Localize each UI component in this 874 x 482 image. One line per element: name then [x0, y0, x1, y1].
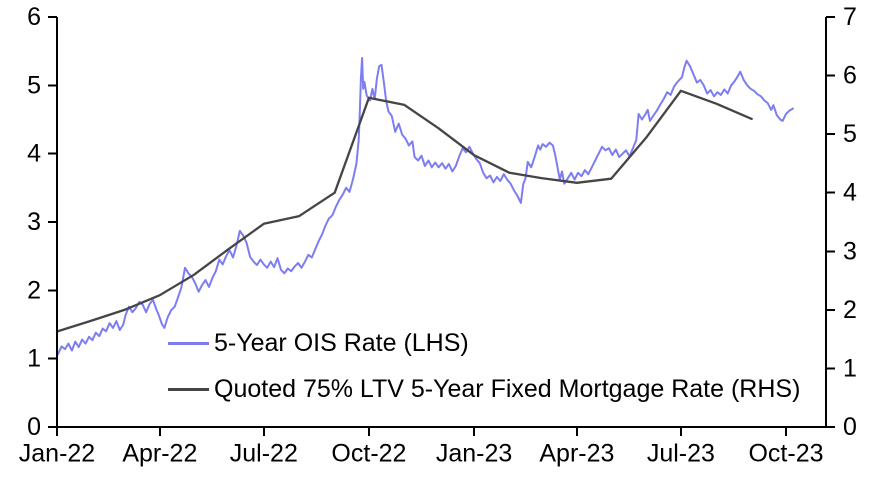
x-tick-label: Oct-22 — [331, 440, 406, 468]
y-left-tick-label: 0 — [27, 413, 41, 441]
legend-swatch-ois-line — [168, 341, 209, 345]
y-left-tick-label: 4 — [27, 140, 41, 168]
series-line-0 — [57, 57, 794, 355]
y-right-tick-label: 4 — [843, 179, 857, 207]
y-left-tick-label: 3 — [27, 208, 41, 236]
x-tick-label: Oct-23 — [748, 440, 823, 468]
x-tick-label: Jul-22 — [230, 440, 298, 468]
legend-item-ois: 5-Year OIS Rate (LHS) — [168, 320, 800, 366]
y-right-tick-label: 5 — [843, 120, 857, 148]
series-line-1 — [55, 89, 753, 333]
y-right-tick-label: 2 — [843, 296, 857, 324]
x-tick-label: Apr-22 — [122, 440, 197, 468]
x-tick-label: Apr-23 — [539, 440, 614, 468]
y-right-tick-label: 7 — [843, 3, 857, 31]
x-tick-label: Jan-22 — [19, 440, 95, 468]
y-right-tick-label: 0 — [843, 413, 857, 441]
x-tick-label: Jul-23 — [647, 440, 715, 468]
legend: 5-Year OIS Rate (LHS) Quoted 75% LTV 5-Y… — [168, 320, 800, 412]
y-right-tick-label: 6 — [843, 62, 857, 90]
legend-label-ois: 5-Year OIS Rate (LHS) — [214, 328, 469, 357]
legend-swatch-mortgage-line — [168, 387, 209, 391]
x-tick-label: Jan-23 — [436, 440, 512, 468]
y-left-tick-label: 2 — [27, 276, 41, 304]
y-left-tick-label: 6 — [27, 3, 41, 31]
legend-label-mortgage: Quoted 75% LTV 5-Year Fixed Mortgage Rat… — [214, 374, 801, 403]
y-left-tick-label: 5 — [27, 71, 41, 99]
y-right-tick-label: 1 — [843, 354, 857, 382]
y-left-tick-label: 1 — [27, 345, 41, 373]
legend-item-mortgage: Quoted 75% LTV 5-Year Fixed Mortgage Rat… — [168, 366, 800, 412]
y-right-tick-label: 3 — [843, 237, 857, 265]
